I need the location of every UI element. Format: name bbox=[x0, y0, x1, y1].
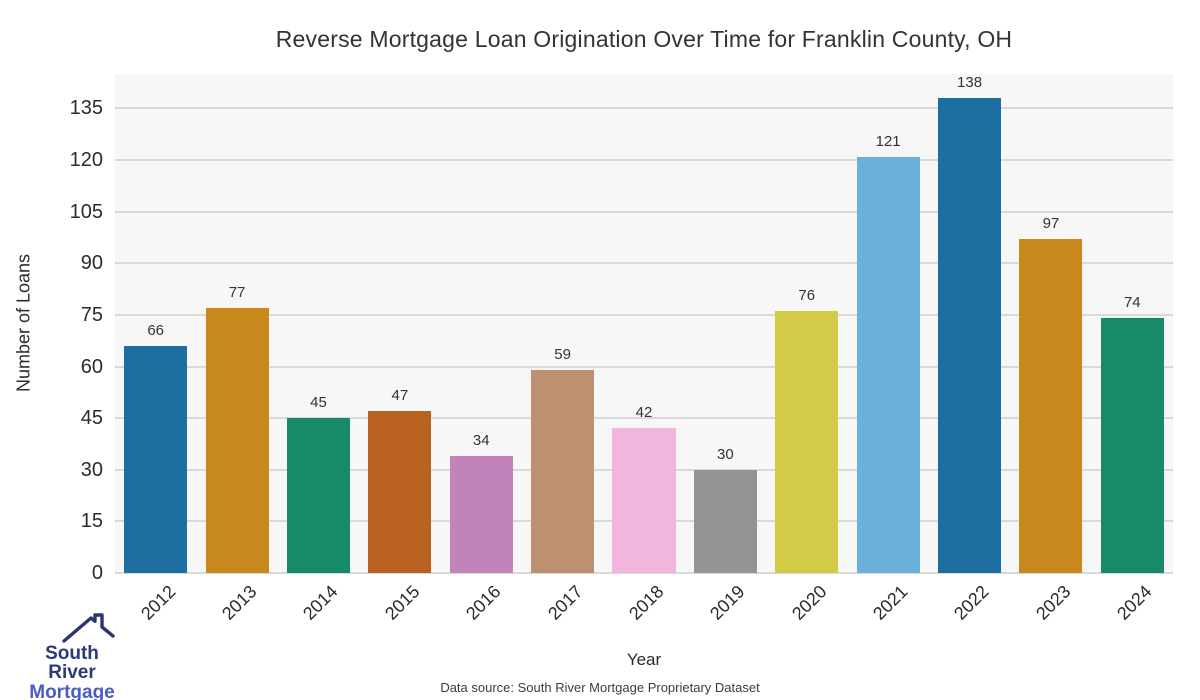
bar-column-2024: 74 bbox=[1092, 74, 1173, 573]
bar-column-2012: 66 bbox=[115, 74, 196, 573]
gridline-45 bbox=[115, 417, 1173, 420]
x-tick-label-2024: 2024 bbox=[1113, 581, 1156, 624]
bar-column-2015: 47 bbox=[359, 74, 440, 573]
gridline-75 bbox=[115, 313, 1173, 316]
bar-2023 bbox=[1019, 239, 1083, 573]
south-river-mortgage-logo: South River Mortgage bbox=[20, 613, 124, 700]
bar-2022 bbox=[937, 98, 1002, 573]
x-axis: 2012 2013 2014 2015 2016 2017 2018 2019 2020 2021… bbox=[115, 573, 1173, 635]
gridline-60 bbox=[115, 365, 1173, 368]
x-tick-label-2020: 2020 bbox=[787, 581, 831, 624]
bar-2021 bbox=[856, 156, 920, 573]
bar-2012 bbox=[124, 345, 188, 573]
bar-2017 bbox=[531, 369, 595, 573]
bar-column-2022: 138 bbox=[929, 74, 1010, 573]
x-tick-label-2012: 2012 bbox=[136, 581, 180, 624]
x-tick-label-2014: 2014 bbox=[299, 581, 342, 624]
logo-text-line2: Mortgage bbox=[29, 681, 115, 700]
x-tick-label-2019: 2019 bbox=[706, 581, 749, 624]
gridline-135 bbox=[115, 107, 1173, 110]
bar-value-label-2022: 138 bbox=[957, 74, 983, 92]
data-source-caption: Data source: South River Mortgage Propri… bbox=[440, 680, 760, 695]
y-tick-label-90: 90 bbox=[80, 252, 103, 275]
bar-2013 bbox=[205, 308, 269, 573]
bar-column-2014: 45 bbox=[278, 74, 359, 573]
bar-value-label-2015: 47 bbox=[391, 387, 409, 405]
logo-text-line1: South River bbox=[45, 643, 99, 684]
x-axis-title: Year bbox=[626, 650, 662, 669]
gridline-90 bbox=[115, 262, 1173, 265]
bar-value-label-2021: 121 bbox=[875, 132, 901, 150]
bar-2014 bbox=[286, 418, 350, 573]
x-tick-label-2016: 2016 bbox=[462, 581, 505, 624]
y-tick-label-15: 15 bbox=[80, 510, 103, 533]
y-tick-label-0: 0 bbox=[91, 562, 103, 584]
bar-2016 bbox=[449, 456, 513, 573]
plot-area: 66 77 45 47 34 59 42 30 76 121 138 97 74 bbox=[115, 74, 1173, 574]
gridline-120 bbox=[115, 159, 1173, 162]
gridline-105 bbox=[115, 210, 1173, 213]
y-tick-label-105: 105 bbox=[69, 200, 103, 223]
bar-value-label-2023: 97 bbox=[1042, 215, 1060, 233]
x-tick-label-2023: 2023 bbox=[1031, 581, 1075, 624]
bar-column-2023: 97 bbox=[1010, 74, 1091, 573]
bar-2018 bbox=[612, 428, 676, 573]
x-tick-label-2015: 2015 bbox=[380, 581, 424, 624]
bar-value-label-2024: 74 bbox=[1123, 294, 1141, 312]
bar-column-2013: 77 bbox=[196, 74, 277, 573]
bar-column-2019: 30 bbox=[685, 74, 766, 573]
x-tick-label-2021: 2021 bbox=[869, 581, 912, 624]
bar-value-label-2017: 59 bbox=[554, 345, 571, 363]
x-tick-label-2018: 2018 bbox=[624, 581, 668, 624]
bar-value-label-2013: 77 bbox=[228, 284, 246, 302]
y-axis: 0 15 30 45 60 75 90 105 120 135 bbox=[0, 74, 103, 583]
bar-column-2018: 42 bbox=[603, 74, 684, 573]
bar-value-label-2020: 76 bbox=[798, 287, 816, 305]
bar-column-2020: 76 bbox=[766, 74, 847, 573]
house-roof-icon bbox=[62, 613, 115, 643]
bar-value-label-2012: 66 bbox=[147, 321, 165, 339]
bar-2015 bbox=[368, 411, 432, 573]
bar-value-label-2016: 34 bbox=[472, 432, 490, 449]
y-tick-label-75: 75 bbox=[80, 303, 103, 326]
bar-2020 bbox=[775, 311, 839, 573]
bar-column-2016: 34 bbox=[441, 74, 522, 573]
y-tick-label-30: 30 bbox=[80, 458, 103, 481]
bar-value-label-2019: 30 bbox=[717, 445, 734, 463]
y-tick-label-60: 60 bbox=[80, 355, 103, 378]
y-tick-label-120: 120 bbox=[69, 149, 103, 172]
bar-2024 bbox=[1100, 318, 1164, 573]
bar-value-label-2014: 45 bbox=[310, 394, 327, 412]
x-tick-label-2022: 2022 bbox=[950, 581, 993, 624]
chart-title: Reverse Mortgage Loan Origination Over T… bbox=[275, 26, 1013, 52]
y-tick-label-45: 45 bbox=[80, 407, 103, 430]
x-tick-label-2017: 2017 bbox=[543, 581, 587, 624]
bar-column-2017: 59 bbox=[522, 74, 603, 573]
bar-2019 bbox=[693, 469, 757, 573]
bar-value-label-2018: 42 bbox=[635, 404, 653, 422]
bar-column-2021: 121 bbox=[847, 74, 928, 573]
x-tick-label-2013: 2013 bbox=[218, 581, 261, 624]
gridline-0 bbox=[115, 572, 1173, 574]
y-tick-label-135: 135 bbox=[69, 97, 103, 120]
